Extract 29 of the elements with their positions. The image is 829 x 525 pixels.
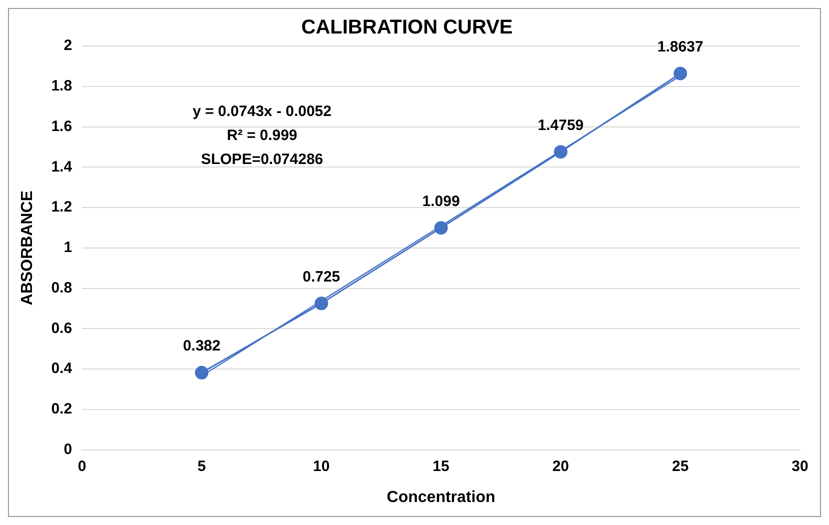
data-label: 1.8637 — [657, 38, 704, 56]
y-tick-label: 0.8 — [51, 279, 72, 296]
x-tick-label: 25 — [672, 458, 689, 475]
x-tick-label: 30 — [792, 458, 808, 475]
x-tick-label: 10 — [313, 458, 330, 475]
y-tick-label: 1.8 — [51, 78, 72, 95]
x-axis-title: Concentration — [386, 488, 496, 506]
data-label: 0.725 — [302, 268, 340, 286]
y-axis-title: ABSORBANCE — [19, 190, 36, 306]
x-tick-label: 0 — [78, 458, 86, 475]
chart-title: CALIBRATION CURVE — [301, 16, 513, 39]
data-label: 1.4759 — [538, 116, 584, 134]
annotation: R² = 0.999 — [226, 127, 298, 144]
x-tick-label: 15 — [432, 458, 450, 475]
y-tick-label: 0.6 — [51, 320, 72, 337]
y-tick-label: 1 — [64, 239, 72, 256]
y-tick-label: 1.4 — [51, 158, 73, 176]
x-tick-label: 20 — [552, 458, 570, 475]
y-tick-label: 1.6 — [51, 118, 72, 135]
y-tick-label: 2 — [64, 37, 72, 54]
data-label: 0.382 — [182, 338, 220, 355]
y-tick-label: 0.2 — [51, 400, 72, 418]
x-tick-label: 5 — [198, 458, 206, 475]
y-tick-label: 0.4 — [51, 360, 73, 378]
y-tick-label: 0 — [64, 440, 72, 458]
data-label: 1.099 — [422, 192, 460, 210]
annotation: SLOPE=0.074286 — [200, 151, 324, 168]
annotation: y = 0.0743x - 0.0052 — [192, 103, 332, 120]
y-tick-label: 1.2 — [51, 198, 72, 216]
